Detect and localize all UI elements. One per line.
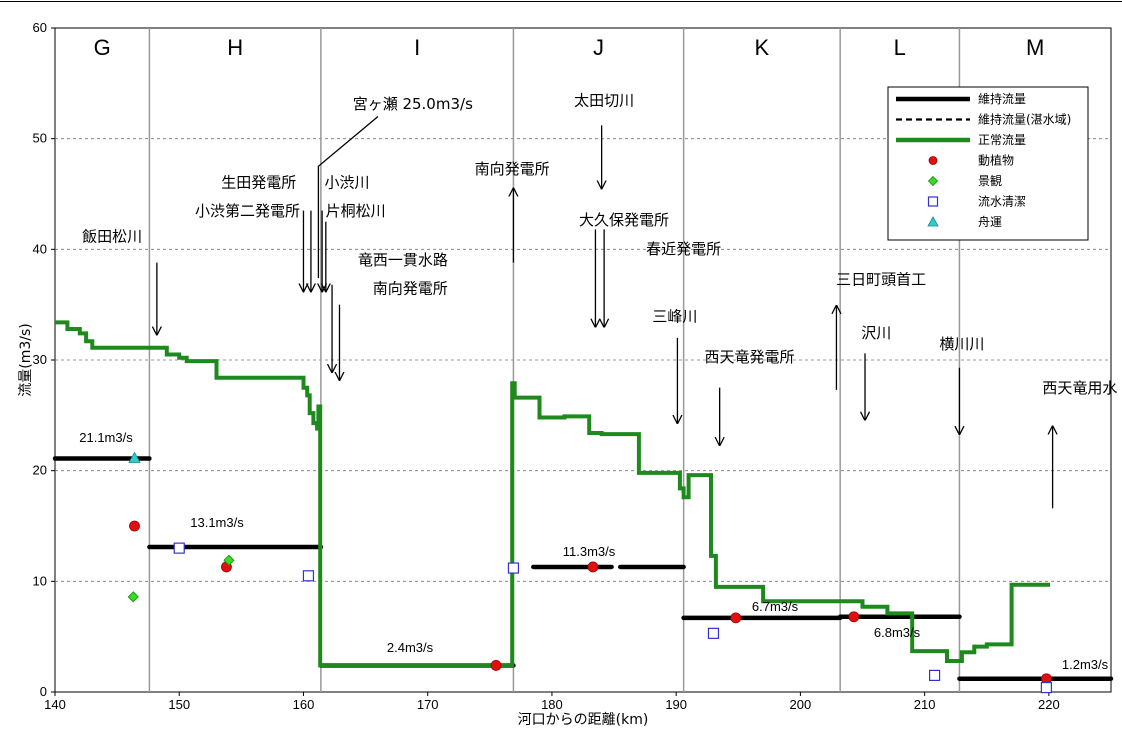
annotation-label: 小渋第二発電所 [195, 202, 300, 220]
section-label: K [755, 35, 770, 60]
flora-fauna-point [587, 561, 599, 573]
x-axis-title: 河口からの距離(km) [518, 711, 649, 728]
annotation-label: 横川川 [939, 335, 984, 353]
legend-diamond-symbol [927, 175, 939, 187]
x-tick-label: 210 [914, 697, 936, 712]
y-tick-label: 60 [33, 20, 47, 35]
legend-square-symbol [927, 196, 939, 207]
y-tick-label: 0 [40, 684, 47, 699]
y-tick-label: 30 [33, 352, 47, 367]
legend-box [887, 86, 1089, 241]
legend-label: 動植物 [978, 153, 1014, 168]
x-tick-label: 140 [44, 697, 66, 712]
maintenance-flow-label: 6.8m3/s [874, 625, 921, 640]
annotation-label: 大久保発電所 [579, 211, 669, 229]
water-quality-point [1040, 681, 1052, 694]
legend-circle-symbol [928, 156, 938, 165]
water-quality-point [928, 669, 941, 682]
y-tick-label: 20 [33, 463, 47, 478]
x-tick-label: 220 [1038, 697, 1060, 712]
annotation-label: 太田切川 [574, 91, 634, 109]
maintenance-flow-label: 2.4m3/s [387, 640, 434, 655]
legend-triangle-symbol [927, 216, 939, 227]
maintenance-flow-label: 11.3m3/s [563, 544, 616, 559]
x-tick-label: 190 [665, 697, 687, 712]
maintenance-flow-label: 1.2m3/s [1062, 657, 1109, 672]
y-axis-title: 流量(m3/s) [18, 323, 34, 396]
section-label: L [894, 35, 906, 60]
annotation-label: 三峰川 [652, 307, 697, 325]
normal-flow-line [55, 320, 1051, 668]
x-tick-label: 150 [168, 697, 190, 712]
annotation-label: 西天竜発電所 [704, 348, 794, 366]
legend-label: 舟運 [978, 215, 1002, 229]
water-quality-point [707, 627, 720, 639]
x-tick-label: 170 [417, 697, 439, 712]
annotation-label: 春近発電所 [646, 240, 721, 258]
section-label: G [94, 35, 111, 60]
legend-label: 景観 [978, 174, 1002, 188]
y-tick-label: 10 [33, 573, 47, 588]
water-quality-point [173, 542, 185, 554]
annotation-label: 飯田松川 [82, 228, 142, 246]
x-tick-label: 200 [790, 697, 812, 712]
maintenance-flow-label: 6.7m3/s [752, 599, 799, 614]
legend-label: 正常流量 [978, 133, 1026, 147]
annotation-leader-line [317, 116, 379, 279]
flora-fauna-point [848, 611, 860, 623]
annotation-label: 南向発電所 [475, 160, 550, 178]
annotation-label: 片桐松川 [326, 202, 386, 220]
landscape-point [127, 591, 139, 603]
annotation-label: 三日町頭首工 [836, 271, 926, 289]
annotation-label: 宮ヶ瀬 25.0m3/s [353, 95, 473, 113]
section-label: M [1026, 35, 1044, 60]
flora-fauna-point [730, 612, 742, 624]
y-tick-label: 50 [33, 131, 47, 146]
maintenance-flow-label: 21.1m3/s [79, 430, 133, 445]
flora-fauna-point [490, 660, 502, 671]
annotation-label: 生田発電所 [221, 173, 296, 191]
flora-fauna-point [129, 520, 140, 532]
x-tick-label: 180 [541, 697, 563, 712]
water-quality-point [302, 570, 315, 582]
x-tick-label: 160 [293, 697, 315, 712]
y-tick-label: 40 [33, 241, 47, 256]
annotation-label: 西天竜用水 [1042, 379, 1117, 397]
section-label: J [593, 35, 604, 60]
water-quality-point [507, 562, 520, 574]
annotation-label: 沢川 [861, 324, 891, 342]
legend-label: 維持流量(湛水域) [978, 112, 1071, 127]
annotation-label: 南向発電所 [373, 280, 448, 298]
section-label: H [227, 35, 243, 60]
maintenance-flow-label: 13.1m3/s [190, 515, 244, 530]
annotation-label: 竜西一貫水路 [358, 251, 448, 269]
annotation-label: 小渋川 [324, 173, 369, 191]
landscape-point [223, 554, 235, 566]
navigation-point [128, 451, 141, 463]
section-label: I [414, 35, 420, 60]
legend-label: 維持流量 [978, 91, 1026, 106]
legend-label: 流水清潔 [978, 195, 1026, 209]
